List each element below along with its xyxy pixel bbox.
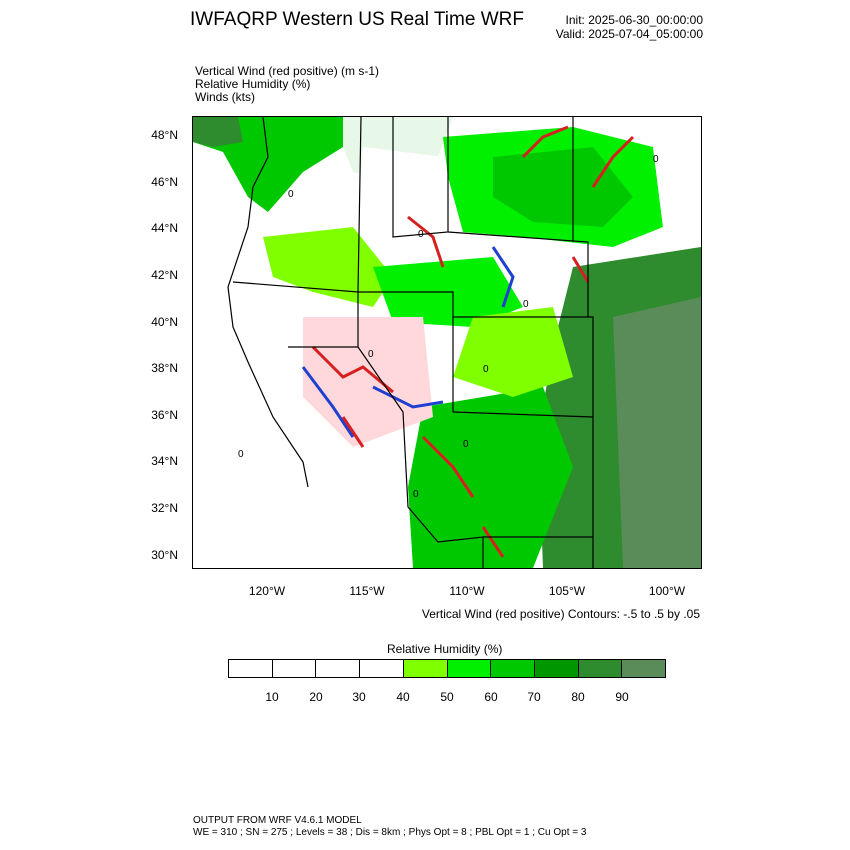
colorbar-swatch <box>534 660 579 677</box>
colorbar-swatch <box>491 660 535 677</box>
svg-text:0: 0 <box>413 489 419 500</box>
colorbar-label: 50 <box>440 690 454 704</box>
field-list: Vertical Wind (red positive) (m s-1) Rel… <box>195 65 379 104</box>
colorbar-label: 70 <box>527 690 541 704</box>
colorbar-swatch <box>403 660 448 677</box>
colorbar-label: 10 <box>265 690 279 704</box>
svg-text:0: 0 <box>368 349 374 360</box>
lat-label-40: 40°N <box>151 315 178 329</box>
lat-label-36: 36°N <box>151 408 178 422</box>
model-footer: OUTPUT FROM WRF V4.6.1 MODEL WE = 310 ; … <box>193 815 586 839</box>
svg-text:0: 0 <box>463 439 469 450</box>
map-title: IWFAQRP Western US Real Time WRF <box>190 9 524 30</box>
field-vertical-wind: Vertical Wind (red positive) (m s-1) <box>195 64 380 78</box>
colorbar-swatch <box>272 660 317 677</box>
lat-label-30: 30°N <box>151 548 178 562</box>
run-times: Init: 2025-06-30_00:00:00 Valid: 2025-07… <box>556 13 703 41</box>
svg-text:0: 0 <box>653 154 659 165</box>
field-winds: Winds (kts) <box>195 90 255 104</box>
colorbar-label: 20 <box>309 690 323 704</box>
lat-label-32: 32°N <box>151 501 178 515</box>
colorbar-swatch <box>360 660 404 677</box>
vertical-wind-contours <box>301 125 635 558</box>
colorbar-swatch <box>447 660 492 677</box>
field-relative-humidity: Relative Humidity (%) <box>195 77 311 91</box>
lon-label-100: 100°W <box>648 584 686 598</box>
init-time: Init: 2025-06-30_00:00:00 <box>565 13 703 27</box>
svg-text:0: 0 <box>238 449 244 460</box>
colorbar-title: Relative Humidity (%) <box>387 642 503 656</box>
lon-label-110: 110°W <box>449 584 485 598</box>
valid-time: Valid: 2025-07-04_05:00:00 <box>555 27 703 41</box>
lat-label-44: 44°N <box>151 221 178 235</box>
colorbar-label: 80 <box>571 690 585 704</box>
colorbar-swatch <box>578 660 623 677</box>
lon-label-120: 120°W <box>248 584 286 598</box>
map-panel: 0 0 0 0 0 0 0 0 0 <box>192 116 702 569</box>
colorbar-swatch <box>229 660 273 677</box>
lat-label-38: 38°N <box>151 361 178 375</box>
humidity-shading <box>193 117 701 568</box>
footer-config-line: WE = 310 ; SN = 275 ; Levels = 38 ; Dis … <box>193 827 587 838</box>
contour-caption: Vertical Wind (red positive) Contours: -… <box>421 607 700 621</box>
svg-text:0: 0 <box>418 229 424 240</box>
lat-label-46: 46°N <box>151 175 178 189</box>
lat-label-42: 42°N <box>151 268 178 282</box>
colorbar <box>228 659 666 678</box>
colorbar-label: 40 <box>396 690 410 704</box>
svg-text:0: 0 <box>523 299 529 310</box>
colorbar-label: 60 <box>484 690 498 704</box>
contour-labels: 0 0 0 0 0 0 0 0 0 <box>238 154 659 500</box>
lat-label-34: 34°N <box>151 454 178 468</box>
colorbar-swatch <box>622 660 666 677</box>
colorbar-label: 30 <box>352 690 366 704</box>
lat-label-48: 48°N <box>151 128 178 142</box>
lon-label-105: 105°W <box>548 584 586 598</box>
colorbar-swatch <box>316 660 361 677</box>
svg-text:0: 0 <box>483 364 489 375</box>
footer-model-line: OUTPUT FROM WRF V4.6.1 MODEL <box>193 815 362 826</box>
colorbar-label: 90 <box>615 690 629 704</box>
borders <box>227 117 594 568</box>
map-graphic: 0 0 0 0 0 0 0 0 0 <box>193 117 701 568</box>
lon-label-115: 115°W <box>349 584 385 598</box>
svg-text:0: 0 <box>288 189 294 200</box>
